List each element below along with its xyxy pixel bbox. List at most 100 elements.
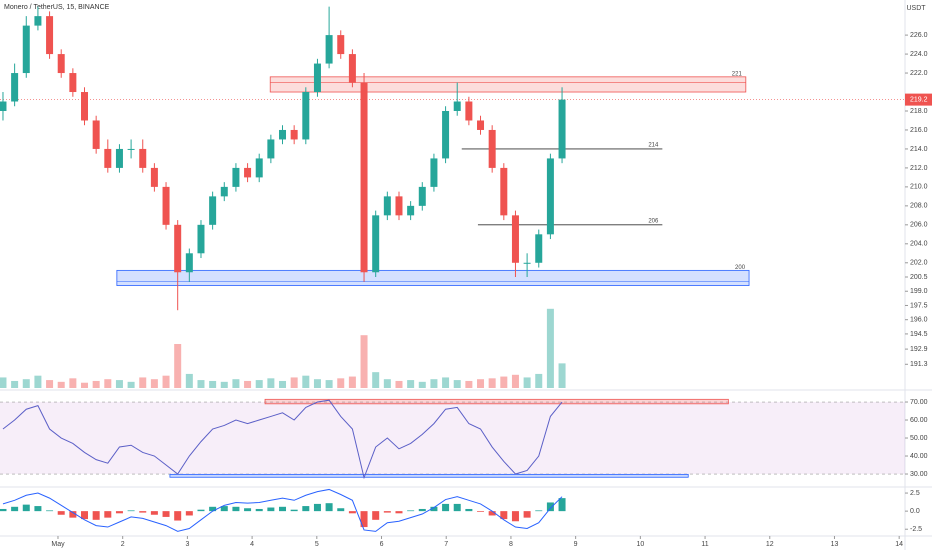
volume-bar [255,380,263,388]
candle-body [127,148,135,150]
y-tick-label: 0.0 [910,508,920,515]
macd-histogram-bar [92,511,100,520]
volume-bar [523,377,531,388]
candle-body [255,158,263,178]
candle-body [104,148,112,168]
macd-histogram-bar [325,503,333,512]
candle-body [500,167,508,216]
candle-body [302,92,310,140]
volume-bar [92,380,100,388]
volume-bar [360,335,368,388]
volume-bar [162,375,170,388]
candle-body [546,158,554,235]
candle-body [325,35,333,64]
candle-body [197,224,205,254]
candle-body [244,167,252,178]
candle-body [11,73,19,102]
volume-bar [104,379,112,388]
x-tick-label: 7 [444,541,448,548]
volume-bar [302,375,310,388]
macd-histogram-bar [546,502,554,512]
level-label: 221 [732,71,743,77]
volume-bar [81,382,89,388]
x-tick-label: 9 [574,541,578,548]
level-zone [269,76,747,93]
volume-bar [46,380,54,388]
candle-body [418,186,426,206]
volume-bar [418,381,426,388]
y-tick-label: 192.9 [910,346,928,353]
macd-histogram-bar [383,511,391,513]
candle-body [442,110,450,159]
macd-histogram-bar [500,511,508,520]
macd-histogram-bar [11,506,19,512]
candle-body [313,63,321,93]
y-tick-label: 30.00 [910,471,928,478]
chart-title: Monero / TetherUS, 15, BINANCE [4,4,110,11]
y-tick-label: 191.3 [910,361,928,368]
candle-body [57,54,65,74]
volume-bar [477,379,485,388]
volume-bar [313,379,321,388]
y-tick-label: 204.0 [910,241,928,248]
candle-body [232,167,240,187]
candle-body [220,186,228,197]
candle-body [290,129,298,140]
candle-body [488,129,496,168]
macd-histogram-bar [477,511,485,512]
candle-body [337,35,345,55]
volume-bar [442,377,450,388]
candle-body [558,99,566,159]
macd-histogram-bar [348,511,356,514]
volume-bar [488,378,496,388]
volume-bar [325,380,333,388]
x-tick-label: 13 [831,541,839,548]
level-label: 200 [735,265,746,271]
volume-bar [290,377,298,388]
macd-histogram-bar [337,508,345,512]
candle-body [348,54,356,83]
y-tick-label: 208.0 [910,203,928,210]
candle-body [174,224,182,273]
y-tick-label: 199.0 [910,288,928,295]
candle-body [162,186,170,225]
y-tick-label: 210.0 [910,184,928,191]
volume-bar [337,378,345,388]
macd-histogram-bar [150,511,158,515]
macd-histogram-bar [115,511,123,514]
level-label: 206 [648,218,659,224]
candle-body [209,196,217,225]
candle-body [69,73,77,93]
level-label: 214 [648,143,659,149]
macd-histogram-bar [313,503,321,512]
volume-bar [0,377,7,388]
y-tick-label: 202.0 [910,260,928,267]
volume-bar [546,308,554,388]
y-tick-label: 196.0 [910,317,928,324]
macd-histogram-bar [430,506,438,512]
macd-histogram-bar [220,506,228,512]
y-tick-label: 70.00 [910,399,928,406]
candle-body [185,253,193,273]
x-tick-label: 14 [895,541,903,548]
y-tick-label: 206.0 [910,222,928,229]
macd-histogram-bar [418,508,426,512]
macd-histogram-bar [558,498,566,512]
volume-bar [185,373,193,388]
volume-bar [22,379,30,388]
macd-histogram-bar [104,511,112,518]
macd-histogram-bar [69,511,77,518]
candle-body [92,120,100,149]
y-tick-label: 212.0 [910,165,928,172]
volume-bar [383,379,391,388]
volume-bar [220,381,228,388]
volume-bar [430,379,438,388]
volume-bar [279,380,287,388]
y-tick-label: 224.0 [910,51,928,58]
macd-histogram-bar [523,511,531,518]
macd-histogram-bar [34,506,42,512]
volume-bar [209,380,217,388]
macd-histogram-bar [395,511,403,514]
currency-label: USDT [906,5,926,12]
macd-histogram-bar [174,511,182,521]
